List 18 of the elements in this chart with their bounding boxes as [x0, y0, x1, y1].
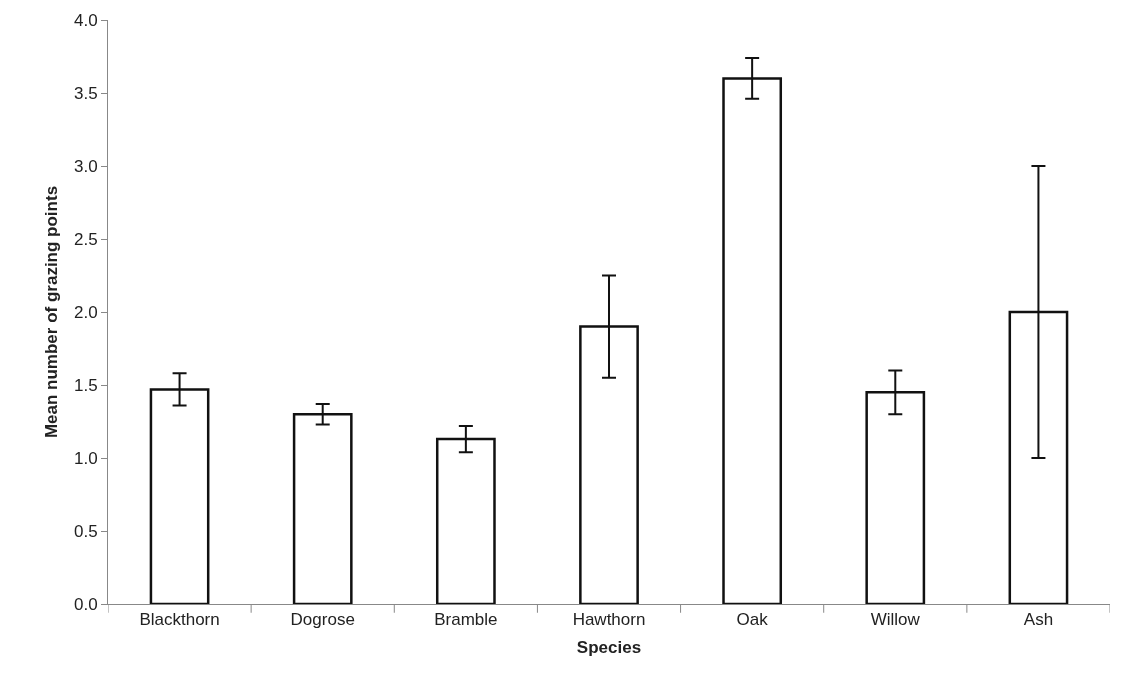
x-tick-label: Ash — [1023, 610, 1054, 630]
y-tick-label: 3.0 — [73, 156, 98, 176]
y-axis-title: Mean number of grazing points — [41, 185, 61, 439]
y-tick-label: 1.0 — [73, 448, 98, 468]
y-tick-label: 2.0 — [73, 302, 98, 322]
y-tick-label: 2.5 — [73, 229, 98, 249]
y-tick-label: 0.5 — [73, 521, 98, 541]
x-tick-label: Willow — [870, 610, 921, 630]
y-tick-label: 1.5 — [73, 375, 98, 395]
y-tick-label: 4.0 — [73, 10, 98, 30]
x-tick-label: Bramble — [434, 610, 498, 630]
x-tick-label: Hawthorn — [572, 610, 646, 630]
x-tick-label: Dogrose — [290, 610, 355, 630]
y-tick-label: 0.0 — [73, 594, 98, 614]
x-tick-label: Oak — [736, 610, 769, 630]
x-tick-label: Blackthorn — [139, 610, 220, 630]
y-tick-label: 3.5 — [73, 83, 98, 103]
x-axis-title: Species — [576, 637, 642, 657]
